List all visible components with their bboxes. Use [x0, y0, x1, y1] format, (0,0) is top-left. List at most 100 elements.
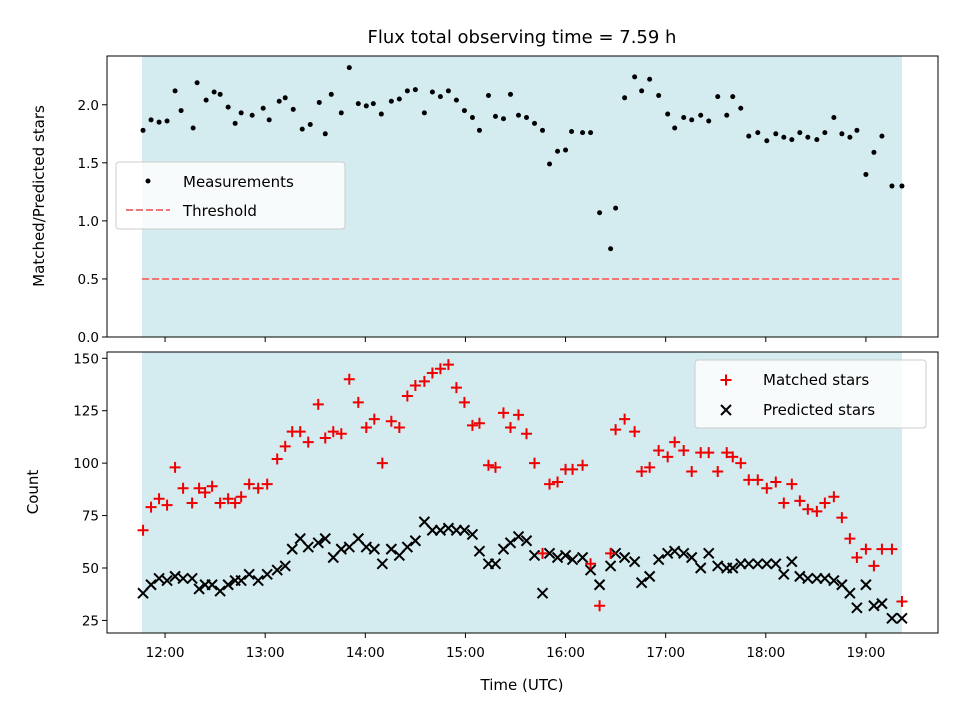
predicted-star-point — [661, 547, 674, 560]
measurement-point — [689, 117, 695, 123]
matched-star-point — [458, 396, 470, 408]
predicted-star-point — [271, 564, 283, 576]
matched-star-point — [529, 457, 541, 469]
legend-matched-marker — [720, 374, 732, 386]
top-ytick-label: 0.5 — [78, 272, 99, 288]
matched-star-point — [851, 552, 863, 564]
measurement-point — [469, 115, 475, 121]
predicted-star-point — [442, 522, 455, 534]
measurement-point — [316, 99, 322, 105]
measurement-point — [322, 131, 328, 137]
predicted-star-point — [312, 537, 324, 549]
matched-star-point — [368, 413, 380, 425]
matched-star-point — [876, 543, 888, 555]
predicted-star-point — [802, 572, 814, 585]
measurement-point — [789, 137, 795, 143]
measurement-point — [563, 147, 569, 153]
matched-star-point — [836, 512, 848, 524]
measurement-point — [665, 111, 671, 117]
measurement-point — [445, 88, 451, 94]
measurement-point — [211, 89, 217, 95]
measurement-point — [203, 97, 209, 103]
bottom-legend: Matched stars Predicted stars — [694, 359, 927, 429]
top-ytick-label: 0.0 — [78, 330, 99, 346]
predicted-star-point — [828, 574, 840, 587]
predicted-star-point — [193, 583, 205, 595]
measurement-point — [879, 133, 885, 139]
predicted-star-point — [703, 547, 715, 560]
predicted-star-point — [161, 574, 173, 587]
matched-star-point — [577, 459, 589, 471]
measurement-point — [412, 87, 418, 93]
matched-star-point — [137, 524, 149, 536]
matched-star-point — [512, 409, 524, 421]
matched-star-point — [385, 415, 397, 427]
measurement-point — [476, 127, 482, 133]
bottom-ytick-label: 75 — [82, 509, 99, 525]
matched-star-point — [802, 503, 814, 515]
matched-star-point — [426, 367, 438, 379]
matched-star-point — [169, 461, 181, 473]
matched-star-point — [482, 459, 494, 471]
measurement-point — [672, 125, 678, 131]
xtick-label: 15:00 — [446, 645, 485, 661]
measurement-point — [569, 128, 575, 134]
predicted-star-point — [584, 564, 597, 576]
measurement-point — [249, 112, 255, 118]
bottom-axes-frame — [106, 351, 939, 634]
predicted-star-point — [409, 535, 422, 547]
predicted-star-point — [628, 555, 641, 568]
predicted-star-point — [618, 551, 631, 564]
matched-star-point — [686, 466, 698, 478]
matched-star-point — [393, 421, 405, 433]
legend-predicted-marker — [720, 404, 732, 416]
matched-star-point — [619, 413, 631, 425]
measurement-point — [328, 91, 334, 97]
predicted-star-point — [466, 528, 479, 541]
predicted-star-point — [401, 541, 414, 553]
measurement-point — [899, 183, 905, 189]
measurement-point — [613, 205, 619, 211]
matched-star-point — [327, 426, 339, 438]
matched-star-point — [844, 533, 856, 545]
predicted-star-point — [186, 572, 198, 585]
legend-measurement-marker — [145, 178, 151, 184]
matched-star-point — [343, 373, 355, 385]
measurement-point — [608, 246, 614, 252]
matched-star-point — [567, 463, 579, 475]
measurement-point — [485, 92, 491, 98]
measurement-point — [839, 131, 845, 137]
predicted-star-point — [145, 579, 157, 591]
top-ytick-label: 2.0 — [78, 98, 99, 114]
measurement-point — [863, 171, 869, 177]
matched-star-point — [312, 398, 324, 410]
measurement-point — [156, 119, 162, 125]
matched-star-point — [819, 497, 831, 509]
predicted-star-point — [489, 558, 502, 570]
matched-star-point — [401, 390, 413, 402]
predicted-star-point — [335, 543, 347, 555]
matched-star-point — [376, 457, 388, 469]
xtick-label: 14:00 — [346, 645, 385, 661]
measurement-point — [738, 105, 744, 111]
matched-star-point — [644, 461, 656, 473]
legend-threshold-label: Threshold — [182, 202, 257, 220]
matched-star-point — [896, 596, 908, 608]
predicted-star-point — [153, 572, 165, 585]
predicted-star-point — [576, 551, 589, 564]
measurement-point — [172, 88, 178, 94]
matched-star-point — [153, 493, 165, 505]
xtick-label: 18:00 — [746, 645, 785, 661]
bottom-ytick-label: 150 — [73, 351, 99, 367]
matched-star-point — [727, 451, 739, 463]
matched-star-point — [761, 482, 773, 494]
predicted-star-point — [520, 535, 533, 547]
measurement-point — [622, 95, 628, 101]
measurement-point — [724, 112, 730, 118]
top-ytick-label: 1.5 — [78, 156, 99, 172]
measurement-point — [847, 134, 853, 140]
predicted-star-point — [206, 579, 218, 591]
predicted-star-point — [677, 547, 690, 560]
top-ytick-label: 1.0 — [78, 214, 99, 230]
